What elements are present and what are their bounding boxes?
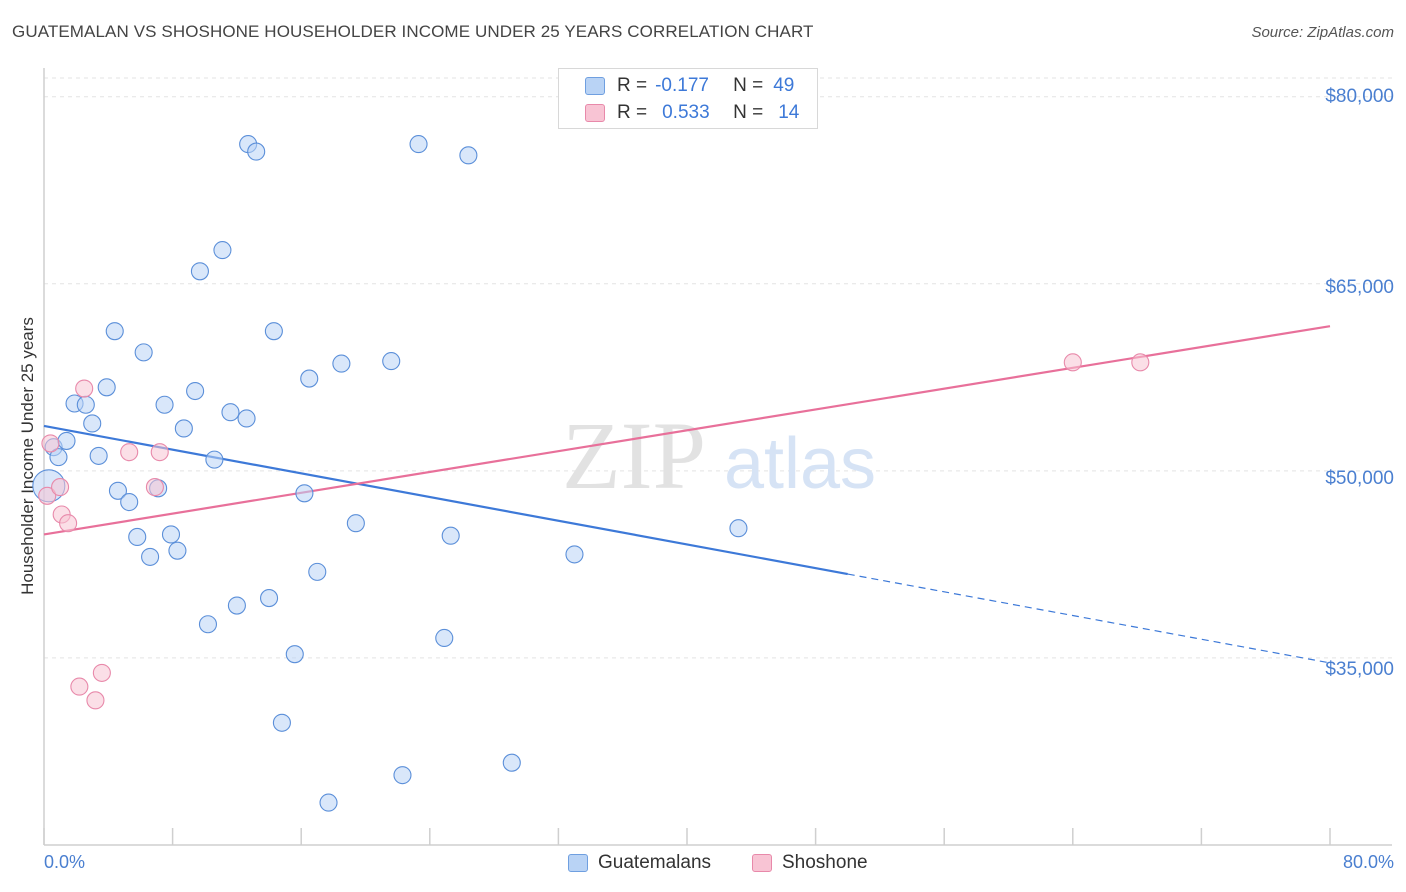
shoshone-point <box>150 443 169 462</box>
bottom-legend-shoshone: Shoshone <box>752 852 868 874</box>
watermark-atlas: atlas <box>724 424 876 504</box>
guatemalan-point <box>57 431 76 450</box>
guatemalan-point <box>300 369 319 388</box>
guatemalan-point <box>382 352 401 371</box>
guatemalan-point <box>168 541 187 560</box>
shoshone-point <box>38 486 57 505</box>
bottom-legend-guatemalans: Guatemalans <box>568 852 711 874</box>
guatemalan-point <box>272 713 291 732</box>
guatemalan-point <box>295 484 314 503</box>
guatemalan-point <box>259 589 279 608</box>
bottom-legend-swatch-pink <box>752 854 772 872</box>
guatemalan-point <box>332 354 351 373</box>
shoshone-point <box>75 379 94 398</box>
shoshone-point <box>1131 353 1150 372</box>
guatemalan-point <box>247 142 266 161</box>
guatemalan-point <box>502 753 521 772</box>
shoshone-point <box>41 434 60 453</box>
y-tick-label-50000: $50,000 <box>1325 468 1394 489</box>
legend-row-guatemalans: R = -0.177 N = 49 <box>585 73 794 99</box>
guatemalan-point <box>237 409 256 428</box>
guatemalan-point <box>227 596 246 615</box>
guatemalan-point <box>186 381 205 401</box>
legend-n-value: 14 <box>778 102 800 123</box>
legend-n-label: N = <box>733 102 764 123</box>
shoshone-points <box>38 353 1150 710</box>
guatemalan-point <box>213 241 232 260</box>
guatemalan-point <box>190 262 209 281</box>
x-tick-label-min: 0.0% <box>44 852 86 872</box>
guatemalan-point <box>459 146 478 165</box>
legend-r-label: R = <box>617 102 648 123</box>
chart-title: GUATEMALAN VS SHOSHONE HOUSEHOLDER INCOM… <box>12 22 814 41</box>
guatemalan-point <box>205 450 224 469</box>
guatemalan-point <box>108 481 127 500</box>
guatemalan-point <box>565 545 584 564</box>
shoshone-point <box>145 478 164 497</box>
bottom-legend-swatch-blue <box>568 854 588 872</box>
guatemalan-point <box>105 322 124 341</box>
guatemalan-point <box>346 514 365 533</box>
guatemalan-point <box>141 547 160 566</box>
guatemalan-point <box>435 628 454 648</box>
guatemalan-point <box>319 793 338 812</box>
guatemalans-points <box>32 135 748 812</box>
guatemalan-point <box>134 343 153 362</box>
guatemalan-point <box>198 615 218 634</box>
x-tick-label-max: 80.0% <box>1342 852 1394 872</box>
guatemalan-point <box>729 519 748 538</box>
watermark-zip: ZIP <box>562 402 706 509</box>
gridlines <box>44 77 1392 659</box>
guatemalan-point <box>409 135 428 154</box>
guatemalan-point <box>264 322 283 341</box>
axes <box>43 68 1392 846</box>
y-tick-label-80000: $80,000 <box>1325 86 1394 107</box>
legend-r-value: 0.533 <box>662 102 710 123</box>
shoshone-point <box>59 514 78 533</box>
guatemalan-point <box>174 419 193 438</box>
guatemalan-point <box>128 527 147 547</box>
shoshone-point <box>86 691 105 710</box>
guatemalan-point <box>155 395 174 414</box>
guatemalan-point <box>76 395 95 414</box>
guatemalan-point <box>161 525 181 544</box>
correlation-legend: R = -0.177 N = 49 R = 0.533 N = 14 <box>558 68 818 129</box>
legend-row-shoshone: R = 0.533 N = 14 <box>585 100 799 126</box>
guatemalans-trendline <box>43 424 848 576</box>
y-tick-label-65000: $65,000 <box>1325 277 1394 298</box>
trendlines <box>43 325 1331 664</box>
legend-n-value: 49 <box>773 75 795 96</box>
bottom-legend-label: Guatemalans <box>598 852 712 873</box>
guatemalan-point <box>285 645 304 664</box>
legend-swatch-pink <box>585 104 605 122</box>
guatemalan-point <box>49 448 68 467</box>
guatemalan-point <box>308 562 327 581</box>
shoshone-point <box>70 677 89 696</box>
legend-r-label: R = <box>617 75 648 96</box>
source-credit: Source: ZipAtlas.com <box>1251 24 1394 41</box>
guatemalan-point <box>120 492 139 512</box>
guatemalan-point <box>97 378 116 397</box>
y-tick-label-35000: $35,000 <box>1325 659 1394 680</box>
bottom-legend-label: Shoshone <box>782 852 868 873</box>
shoshone-point <box>92 663 111 682</box>
guatemalan-point <box>221 403 240 422</box>
guatemalan-point <box>89 446 108 465</box>
shoshone-trendline <box>43 325 1331 536</box>
shoshone-point <box>51 478 70 497</box>
guatemalan-point <box>393 766 412 785</box>
legend-n-label: N = <box>733 75 764 96</box>
guatemalan-point <box>441 526 460 545</box>
legend-swatch-blue <box>585 77 605 95</box>
legend-r-value: -0.177 <box>655 75 709 96</box>
guatemalan-point <box>83 414 102 433</box>
shoshone-point <box>1063 353 1082 372</box>
shoshone-point <box>120 443 139 462</box>
guatemalans-trendline-extension <box>847 573 1331 664</box>
